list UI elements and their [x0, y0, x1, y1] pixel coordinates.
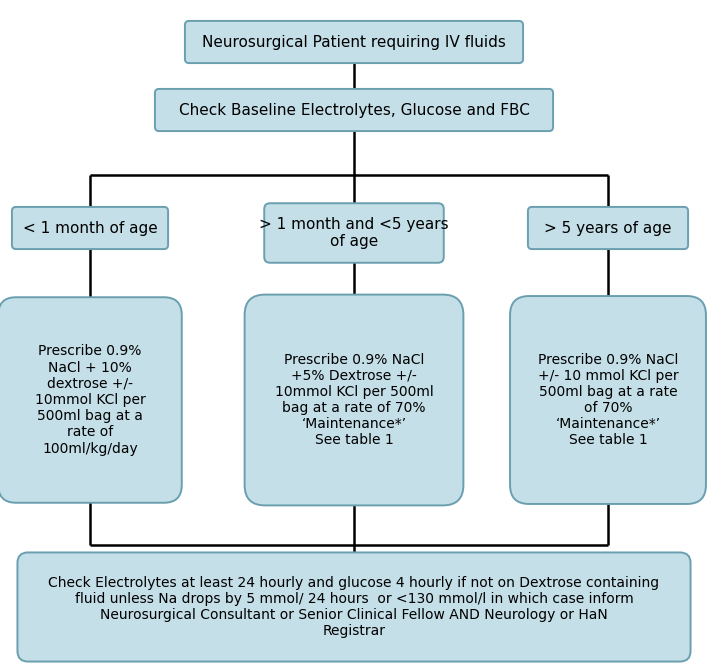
FancyBboxPatch shape [12, 207, 168, 249]
FancyBboxPatch shape [510, 296, 706, 504]
Text: Prescribe 0.9% NaCl
+/- 10 mmol KCl per
500ml bag at a rate
of 70%
‘Maintenance*: Prescribe 0.9% NaCl +/- 10 mmol KCl per … [537, 353, 678, 448]
Text: > 1 month and <5 years
of age: > 1 month and <5 years of age [259, 217, 449, 249]
FancyBboxPatch shape [528, 207, 688, 249]
FancyBboxPatch shape [155, 89, 553, 131]
FancyBboxPatch shape [244, 294, 464, 505]
Text: Check Baseline Electrolytes, Glucose and FBC: Check Baseline Electrolytes, Glucose and… [178, 103, 530, 117]
FancyBboxPatch shape [18, 552, 690, 662]
Text: Prescribe 0.9% NaCl
+5% Dextrose +/-
10mmol KCl per 500ml
bag at a rate of 70%
‘: Prescribe 0.9% NaCl +5% Dextrose +/- 10m… [275, 353, 433, 448]
Text: > 5 years of age: > 5 years of age [544, 221, 672, 235]
FancyBboxPatch shape [264, 204, 444, 263]
Text: Neurosurgical Patient requiring IV fluids: Neurosurgical Patient requiring IV fluid… [202, 34, 506, 50]
Text: Check Electrolytes at least 24 hourly and glucose 4 hourly if not on Dextrose co: Check Electrolytes at least 24 hourly an… [48, 575, 660, 638]
FancyBboxPatch shape [0, 297, 182, 503]
Text: Prescribe 0.9%
NaCl + 10%
dextrose +/-
10mmol KCl per
500ml bag at a
rate of
100: Prescribe 0.9% NaCl + 10% dextrose +/- 1… [35, 344, 145, 455]
Text: < 1 month of age: < 1 month of age [23, 221, 157, 235]
FancyBboxPatch shape [185, 21, 523, 63]
